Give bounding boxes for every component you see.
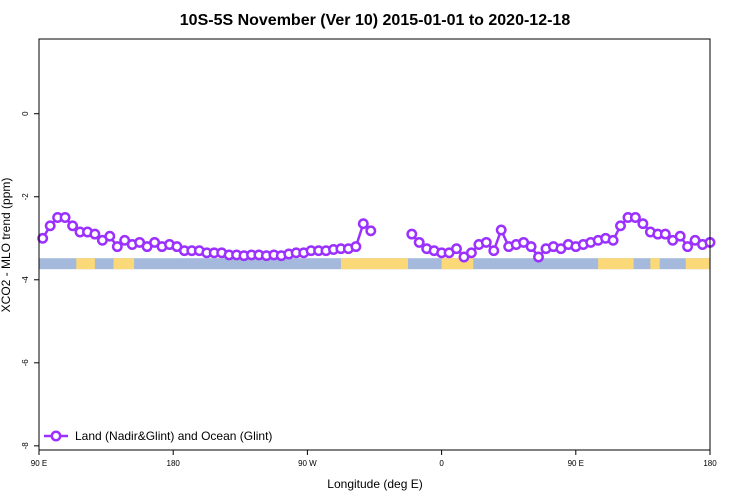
data-point (111, 241, 123, 253)
data-point (67, 220, 79, 232)
y-tick-label: -2 (21, 193, 30, 201)
x-axis: 90 E 180 90 W 0 90 E 180 (31, 450, 717, 468)
data-point (350, 241, 362, 253)
y-tick-label: -8 (21, 442, 30, 450)
data-point (607, 234, 619, 246)
data-point (44, 220, 56, 232)
data-point (37, 232, 49, 244)
series-layer (37, 212, 716, 263)
plot-frame (38, 38, 711, 451)
map-strip-land (113, 258, 135, 270)
x-tick-label: 90 E (31, 459, 47, 468)
map-strip-land (685, 258, 710, 270)
data-point (495, 224, 507, 236)
y-axis: 0 -2 -4 -6 -8 (21, 111, 39, 449)
chart-title: 10S-5S November (Ver 10) 2015-01-01 to 2… (180, 12, 571, 29)
data-point (674, 230, 686, 242)
data-point (413, 236, 425, 248)
data-point (451, 243, 462, 255)
data-point (104, 230, 116, 242)
map-strip (39, 258, 710, 270)
x-tick-label: 0 (439, 459, 444, 468)
data-point (659, 228, 671, 240)
data-point (89, 228, 101, 240)
map-strip-land (650, 258, 660, 270)
map-strip-land (441, 258, 474, 270)
data-point (465, 247, 477, 259)
data-point (59, 212, 71, 223)
legend-swatch-marker (50, 430, 62, 442)
y-axis-label: XCO2 - MLO trend (ppm) (0, 178, 13, 313)
data-point (533, 251, 544, 263)
y-tick-label: -6 (21, 359, 30, 367)
map-strip-land (76, 258, 95, 270)
x-axis-label: Longitude (deg E) (327, 477, 422, 491)
data-point (406, 228, 418, 240)
y-tick-label: 0 (21, 111, 30, 116)
data-point (480, 236, 492, 248)
x-tick-label: 180 (703, 459, 717, 468)
legend-label: Land (Nadir&Glint) and Ocean (Glint) (75, 429, 272, 443)
data-point (525, 241, 537, 253)
data-point (682, 241, 694, 253)
data-point (637, 218, 649, 230)
y-tick-label: -4 (21, 276, 30, 284)
x-tick-label: 90 E (568, 459, 584, 468)
map-strip-land (340, 258, 409, 270)
legend: Land (Nadir&Glint) and Ocean (Glint) (44, 429, 272, 443)
data-point (357, 218, 369, 230)
data-point (488, 245, 500, 257)
data-point (365, 225, 377, 237)
x-tick-label: 180 (167, 459, 181, 468)
data-point (615, 220, 626, 232)
data-point (629, 212, 641, 223)
x-tick-label: 90 W (298, 459, 317, 468)
map-strip-land (598, 258, 634, 270)
